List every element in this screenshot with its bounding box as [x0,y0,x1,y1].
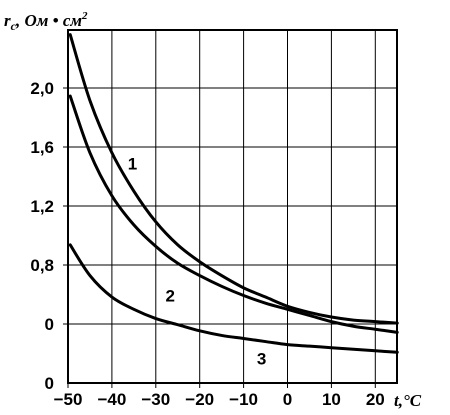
curve-label-3: 3 [257,350,266,369]
x-tick-label: 10 [322,390,341,409]
x-tick-label: −50 [54,390,83,409]
grid [63,29,398,388]
x-tick-label: −30 [141,390,170,409]
y-tick-label: 0 [45,374,54,393]
curves [68,33,399,354]
series-line-2 [68,94,399,334]
labels: −50 −40 −30 −20 −10 0 10 20 2,0 1,6 1,2 0,8 0 0 1 2 3 [30,79,384,409]
x-tick-label: −20 [185,390,214,409]
y-axis-superscript: 2 [81,10,88,22]
curve-label-1: 1 [128,155,137,174]
x-tick-label: 20 [366,390,385,409]
y-axis-label: rc, Ом • см2 [4,10,88,33]
y-axis-unit: , Ом • см [15,11,82,30]
x-axis-label: t,°C [394,391,422,410]
x-axis-unit: ,°C [398,391,422,410]
y-tick-label: 1,6 [30,138,54,157]
x-tick-label: −10 [229,390,258,409]
y-axis-subscript: c [11,19,17,33]
y-tick-label: 1,2 [30,197,54,216]
y-tick-label: 0 [45,315,54,334]
y-tick-label: 0,8 [30,256,54,275]
series-line-3 [68,243,399,354]
y-axis-symbol: r [4,11,11,30]
x-tick-label: −40 [97,390,126,409]
series-line-1 [68,33,399,325]
x-tick-label: 0 [283,390,292,409]
x-axis-symbol: t [394,391,400,410]
curve-label-2: 2 [166,287,175,306]
y-tick-label: 2,0 [30,79,54,98]
